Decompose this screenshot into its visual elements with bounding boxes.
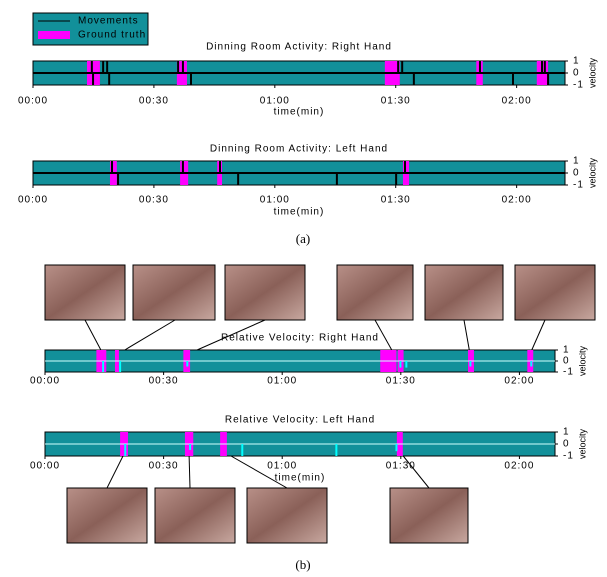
x-tick-label: 00:00: [30, 376, 60, 387]
chart-title: Dinning Room Activity: Left Hand: [210, 144, 388, 155]
photo: [45, 265, 125, 320]
x-tick-label: 01:00: [267, 461, 297, 472]
photo: [133, 265, 215, 320]
x-axis-label: time(min): [274, 207, 325, 218]
y-tick-label: -1: [563, 367, 574, 378]
legend: Movements Ground truth: [33, 13, 148, 45]
x-axis-label: time(min): [275, 473, 326, 484]
figure: Movements Ground truth (a) (b) Dinning R…: [0, 0, 607, 577]
x-tick-label: 02:00: [504, 376, 534, 387]
connector: [530, 320, 545, 354]
caption: (b): [295, 557, 310, 572]
connector: [107, 452, 125, 488]
caption: (a): [296, 231, 310, 246]
connector: [85, 320, 103, 354]
y-tick-label: 1: [563, 427, 570, 438]
y-tick-label: 1: [563, 345, 570, 356]
connector: [118, 320, 175, 354]
legend-label: Movements: [78, 16, 139, 27]
x-tick-label: 00:30: [139, 195, 169, 206]
photo: [337, 265, 413, 320]
x-tick-label: 01:30: [386, 376, 416, 387]
y-tick-label: -1: [573, 80, 584, 91]
x-tick-label: 00:00: [18, 96, 48, 107]
x-tick-label: 01:30: [381, 195, 411, 206]
y-tick-label: 0: [573, 68, 580, 79]
y-tick-label: 0: [573, 168, 580, 179]
x-tick-label: 01:00: [260, 96, 290, 107]
legend-label: Ground truth: [78, 30, 146, 41]
y-tick-label: 0: [563, 439, 570, 450]
x-tick-label: 01:00: [260, 195, 290, 206]
connector: [464, 320, 470, 354]
x-tick-label: 02:00: [502, 195, 532, 206]
x-tick-label: 02:00: [504, 461, 534, 472]
x-tick-label: 00:00: [18, 195, 48, 206]
photo: [390, 488, 468, 543]
x-tick-label: 01:30: [381, 96, 411, 107]
x-tick-label: 01:30: [386, 461, 416, 472]
photo: [67, 488, 147, 543]
photo: [155, 488, 235, 543]
y-tick-label: -1: [563, 451, 574, 462]
photo: [425, 265, 503, 320]
photo: [225, 265, 305, 320]
x-tick-label: 02:00: [502, 96, 532, 107]
x-tick-label: 01:00: [267, 376, 297, 387]
x-tick-label: 00:30: [149, 376, 179, 387]
y-axis-label: velocity: [587, 157, 597, 188]
x-tick-label: 00:00: [30, 461, 60, 472]
y-tick-label: -1: [573, 180, 584, 191]
chart-title: Relative Velocity: Left Hand: [225, 415, 375, 426]
y-tick-label: 1: [573, 56, 580, 67]
y-axis-label: velocity: [577, 345, 587, 376]
photo: [515, 265, 595, 320]
photo: [247, 488, 327, 543]
page: {"legend": {"items": ["Movements", "Grou…: [0, 0, 607, 577]
y-tick-label: 0: [563, 356, 570, 367]
y-axis-label: velocity: [587, 57, 597, 88]
chart-title: Dinning Room Activity: Right Hand: [206, 42, 392, 53]
x-tick-label: 00:30: [139, 96, 169, 107]
chart-title: Relative Velocity: Right Hand: [221, 333, 379, 344]
y-axis-label: velocity: [577, 428, 587, 459]
x-axis-label: time(min): [274, 107, 325, 118]
photos: [45, 265, 595, 543]
connector: [189, 452, 190, 488]
x-tick-label: 00:30: [149, 461, 179, 472]
legend-swatch: [38, 31, 70, 39]
y-tick-label: 1: [573, 156, 580, 167]
